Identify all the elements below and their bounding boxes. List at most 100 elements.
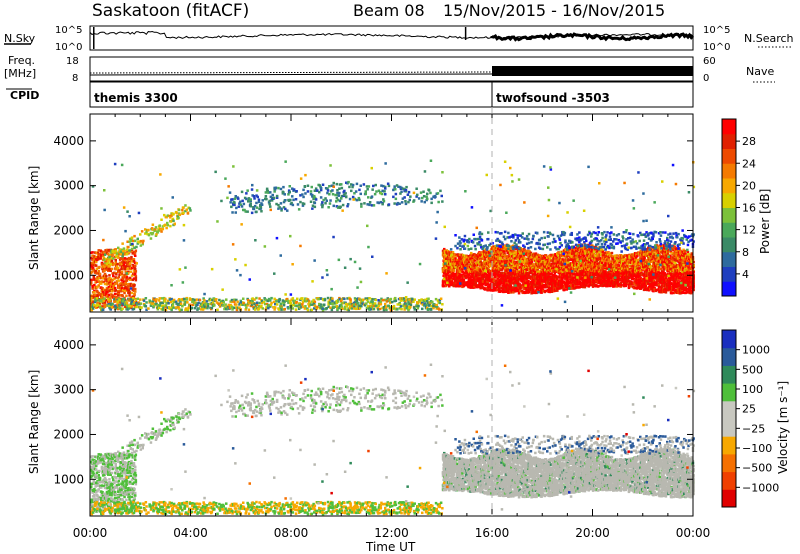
scatter-cell: [643, 256, 646, 260]
scatter-cell: [456, 258, 459, 262]
scatter-cell: [651, 249, 654, 253]
scatter-cell: [469, 257, 472, 260]
scatter-cell: [515, 289, 519, 293]
scatter-cell: [661, 249, 665, 252]
scatter-cell: [498, 257, 502, 260]
scatter-cell: [561, 277, 564, 280]
scatter-cell: [536, 269, 540, 272]
scatter-cell: [563, 285, 567, 289]
scatter-cell: [516, 277, 519, 280]
scatter-cell: [546, 256, 549, 259]
scatter-cell: [474, 279, 477, 283]
scatter-cell: [615, 254, 619, 257]
scatter-cell: [589, 272, 592, 275]
scatter-cell: [490, 257, 493, 261]
scatter-cell: [536, 255, 539, 258]
scatter-cell: [525, 249, 528, 253]
scatter-cell: [510, 276, 513, 279]
scatter-cell: [600, 266, 603, 270]
scatter-cell: [595, 259, 599, 263]
scatter-cell: [540, 276, 543, 279]
scatter-cell: [487, 251, 491, 254]
scatter-cell: [607, 271, 611, 274]
scatter-cell: [561, 263, 565, 266]
scatter-cell: [532, 258, 536, 261]
scatter-cell: [481, 255, 484, 258]
scatter-cell: [443, 253, 447, 256]
scatter-cell: [527, 252, 531, 255]
scatter-cell: [570, 284, 573, 287]
scatter-cell: [602, 263, 605, 267]
scatter-cell: [503, 278, 506, 281]
scatter-cell: [505, 286, 508, 290]
scatter-cell: [571, 249, 575, 252]
scatter-cell: [661, 280, 665, 283]
scatter-cell: [541, 284, 545, 287]
scatter-cell: [463, 282, 466, 285]
scatter-cell: [570, 255, 573, 259]
scatter-cell: [624, 262, 627, 265]
scatter-cell: [555, 267, 558, 271]
scatter-cell: [498, 285, 501, 288]
scatter-cell: [619, 285, 622, 288]
scatter-cell: [534, 253, 538, 256]
scatter-cell: [591, 255, 594, 258]
scatter-cell: [550, 264, 553, 267]
scatter-cell: [571, 248, 574, 251]
scatter-cell: [441, 281, 445, 284]
scatter-cell: [649, 286, 652, 289]
scatter-cell: [507, 275, 511, 278]
scatter-cell: [454, 257, 457, 260]
scatter-cell: [515, 280, 518, 283]
scatter-cell: [581, 257, 585, 260]
scatter-cell: [608, 279, 612, 282]
scatter-cell: [597, 269, 600, 272]
scatter-cell: [514, 281, 518, 285]
scatter-cell: [448, 285, 451, 288]
scatter-cell: [503, 249, 506, 253]
scatter-cell: [514, 289, 518, 293]
scatter-cell: [579, 270, 582, 273]
scatter-cell: [537, 286, 540, 289]
scatter-cell: [466, 255, 469, 259]
scatter-cell: [498, 290, 502, 293]
scatter-cell: [568, 265, 571, 269]
scatter-cell: [589, 254, 592, 257]
scatter-cell: [584, 252, 587, 255]
scatter-cell: [468, 260, 471, 263]
scatter-cell: [619, 254, 622, 257]
scatter-cell: [566, 285, 570, 289]
scatter-cell: [543, 257, 546, 260]
scatter-cell: [627, 277, 630, 281]
scatter-cell: [603, 252, 607, 255]
scatter-cell: [450, 278, 453, 282]
scatter-cell: [631, 282, 634, 285]
scatter-cell: [590, 268, 594, 271]
scatter-cell: [490, 256, 493, 259]
scatter-cell: [445, 249, 448, 252]
scatter-cell: [658, 247, 661, 251]
scatter-cell: [588, 275, 592, 278]
scatter-cell: [572, 279, 575, 283]
scatter-cell: [528, 250, 531, 253]
scatter-cell: [506, 251, 509, 255]
scatter-cell: [632, 282, 636, 285]
scatter-cell: [601, 257, 604, 261]
scatter-cell: [579, 252, 583, 255]
scatter-cell: [549, 259, 553, 262]
scatter-cell: [488, 276, 491, 280]
scatter-cell: [505, 259, 509, 262]
scatter-cell: [600, 261, 604, 264]
scatter-cell: [566, 277, 569, 281]
scatter-cell: [512, 277, 516, 281]
scatter-cell: [561, 255, 565, 258]
scatter-cell: [520, 256, 524, 259]
scatter-cell: [657, 246, 661, 249]
scatter-cell: [446, 250, 450, 253]
scatter-cell: [502, 279, 505, 283]
scatter-cell: [509, 245, 513, 248]
scatter-cell: [620, 263, 623, 267]
scatter-cell: [620, 283, 623, 287]
scatter-cell: [592, 252, 595, 255]
